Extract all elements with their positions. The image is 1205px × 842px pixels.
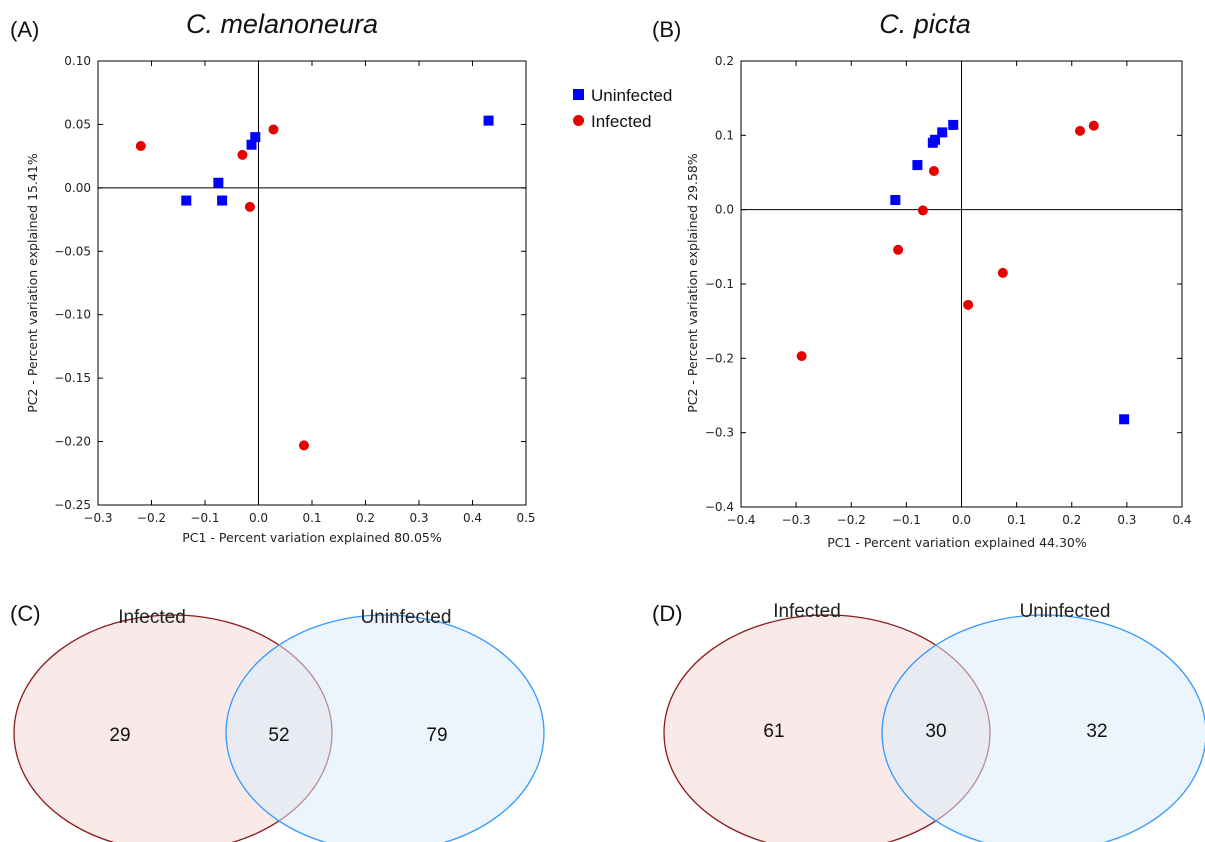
chartA-point-infected — [298, 440, 309, 451]
chartA-ytick-label: 0.00 — [64, 181, 91, 195]
pca-plot-c-melanoneura: −0.3 −0.2 −0.1 0.0 0.1 0.2 0.3 0.4 0.5 0.10 0.05 0.… — [25, 54, 536, 545]
chartA-xtick-label: −0.1 — [190, 511, 219, 525]
venn-c-infected-only-count: 29 — [109, 725, 130, 746]
chart-b-xlabel: PC1 - Percent variation explained 44.30% — [827, 535, 1087, 550]
chartA-xtick-label: 0.2 — [356, 511, 375, 525]
venn-d-uninfected-only-count: 32 — [1086, 721, 1107, 742]
venn-c-uninfected-only-count: 79 — [426, 725, 447, 746]
chartB-xtick-label: −0.3 — [782, 513, 811, 527]
chartA-xtick-label: 0.1 — [302, 511, 321, 525]
chartB-ytick-label: −0.2 — [705, 351, 734, 365]
chartB-ytick-label: 0.1 — [715, 128, 734, 142]
chartA-xtick-label: 0.5 — [516, 511, 535, 525]
plot-a-frame — [97, 60, 527, 506]
venn-d-shared-count: 30 — [925, 721, 946, 742]
chartB-ytick-label: −0.3 — [705, 426, 734, 440]
venn-d-uninfected-set — [881, 614, 1205, 842]
chartA-point-infected — [268, 124, 279, 135]
panel-label-b: (B) — [652, 17, 681, 42]
chartA-ytick-label: 0.10 — [64, 54, 91, 68]
chart-b-title: C. picta — [879, 9, 971, 39]
venn-d-infected-only-count: 61 — [763, 721, 784, 742]
chartA-point-uninfected — [213, 177, 224, 188]
chartA-point-uninfected — [217, 195, 228, 206]
legend-uninfected-marker — [573, 89, 584, 100]
pca-plot-c-picta: −0.4 −0.3 −0.2 −0.1 0.0 0.1 0.2 0.3 0.4 0.2 0.1 0.0… — [685, 54, 1192, 550]
chartB-point-infected — [997, 267, 1008, 278]
venn-c-uninfected-label: Uninfected — [361, 607, 452, 628]
chartB-point-infected — [917, 205, 928, 216]
chartB-point-infected — [963, 299, 974, 310]
venn-c-uninfected-set — [225, 614, 545, 842]
chartB-point-infected — [928, 166, 939, 177]
chartB-point-infected — [1088, 120, 1099, 131]
chartA-xtick-label: 0.4 — [463, 511, 482, 525]
chartA-xtick-label: 0.3 — [409, 511, 428, 525]
chart-a-ylabel: PC2 - Percent variation explained 15.41% — [25, 153, 40, 413]
chartB-xtick-label: 0.4 — [1172, 513, 1191, 527]
legend: Uninfected Infected — [573, 86, 672, 131]
venn-diagram-d: Infected Uninfected 61 30 32 — [663, 601, 1205, 842]
chartB-point-infected — [796, 351, 807, 362]
chartA-point-uninfected — [250, 132, 261, 143]
chartA-point-uninfected — [181, 195, 192, 206]
panel-label-a: (A) — [10, 17, 39, 42]
venn-d-infected-label: Infected — [773, 601, 841, 622]
chartB-point-infected — [893, 244, 904, 255]
chartA-ytick-label: −0.25 — [54, 498, 91, 512]
chartA-ytick-label: −0.05 — [54, 244, 91, 258]
chartA-xtick-label: 0.0 — [249, 511, 268, 525]
chartB-xtick-label: −0.1 — [892, 513, 921, 527]
chartB-xtick-label: −0.2 — [837, 513, 866, 527]
chartA-ytick-label: −0.20 — [54, 435, 91, 449]
chartB-point-uninfected — [890, 195, 901, 206]
chartA-xtick-label: −0.3 — [83, 511, 112, 525]
chartB-ytick-label: −0.1 — [705, 277, 734, 291]
chartA-xtick-label: −0.2 — [137, 511, 166, 525]
chartB-xtick-label: 0.0 — [952, 513, 971, 527]
chartA-point-infected — [237, 149, 248, 160]
venn-c-shared-count: 52 — [268, 725, 289, 746]
chartA-point-uninfected — [246, 139, 257, 150]
venn-d-uninfected-label: Uninfected — [1020, 601, 1111, 622]
chartB-point-uninfected — [937, 127, 948, 138]
chartB-ytick-label: 0.2 — [715, 54, 734, 68]
legend-uninfected-label: Uninfected — [591, 86, 672, 105]
chartA-ytick-label: 0.05 — [64, 117, 91, 131]
chartA-point-infected — [135, 140, 146, 151]
chartB-ytick-label: 0.0 — [715, 203, 734, 217]
chart-b-ylabel: PC2 - Percent variation explained 29.58% — [685, 153, 700, 413]
chartB-point-uninfected — [948, 119, 959, 130]
chartB-point-uninfected — [912, 160, 923, 171]
chartB-xtick-label: −0.4 — [726, 513, 755, 527]
chartB-point-infected — [1075, 125, 1086, 136]
legend-infected-marker — [573, 115, 584, 126]
chartB-point-uninfected — [930, 134, 941, 145]
chartB-ytick-label: −0.4 — [705, 500, 734, 514]
venn-diagram-c: Infected Uninfected 29 52 79 — [13, 607, 545, 842]
legend-infected-label: Infected — [591, 112, 652, 131]
chartA-point-uninfected — [483, 115, 494, 126]
chartB-point-uninfected — [1119, 414, 1130, 425]
chart-a-title: C. melanoneura — [186, 9, 378, 39]
chartB-xtick-label: 0.2 — [1062, 513, 1081, 527]
venn-c-infected-label: Infected — [118, 607, 186, 628]
panel-label-d: (D) — [652, 601, 683, 626]
chartB-xtick-label: 0.3 — [1117, 513, 1136, 527]
chart-a-xlabel: PC1 - Percent variation explained 80.05% — [182, 530, 442, 545]
chartA-ytick-label: −0.15 — [54, 371, 91, 385]
chartB-xtick-label: 0.1 — [1007, 513, 1026, 527]
chartA-ytick-label: −0.10 — [54, 308, 91, 322]
chartA-point-infected — [244, 201, 255, 212]
panel-label-c: (C) — [10, 601, 41, 626]
